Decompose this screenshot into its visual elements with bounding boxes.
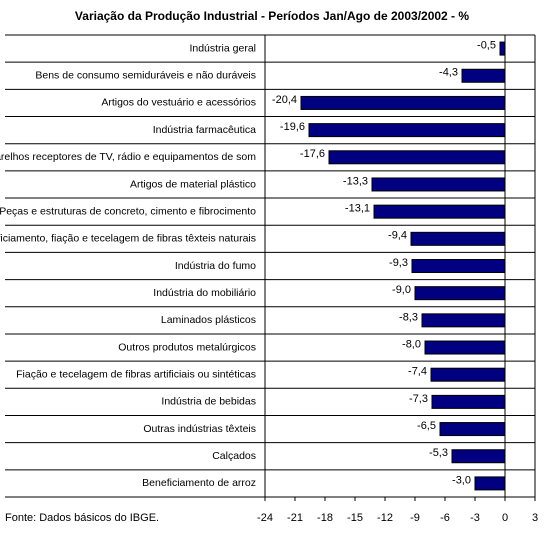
x-tick-label: -9 — [410, 512, 420, 524]
data-label: -9,3 — [389, 257, 408, 269]
data-label: -13,1 — [345, 203, 370, 215]
bar — [373, 204, 506, 219]
bar — [461, 68, 506, 83]
data-label: -6,5 — [417, 420, 436, 432]
bar — [410, 231, 506, 246]
bar — [371, 177, 506, 192]
source-note: Fonte: Dados básicos do IBGE. — [5, 512, 159, 524]
bar — [308, 123, 506, 138]
bar — [300, 95, 506, 110]
y-tick-label: Indústria geral — [189, 42, 256, 54]
x-tick-label: -15 — [347, 512, 363, 524]
data-label: -20,4 — [272, 94, 297, 106]
data-label: -4,3 — [439, 67, 458, 79]
data-label: -9,4 — [388, 230, 407, 242]
data-label: -17,6 — [300, 148, 325, 160]
bar — [474, 476, 506, 491]
y-tick-label: Laminados plásticos — [161, 314, 256, 326]
x-tick-label: -24 — [257, 512, 273, 524]
y-tick-label: Peças e estruturas de concreto, cimento … — [0, 205, 256, 217]
bar — [430, 367, 506, 382]
data-label: -8,3 — [399, 311, 418, 323]
x-tick-label: -18 — [317, 512, 333, 524]
x-tick-label: -12 — [377, 512, 393, 524]
x-tick-label: 0 — [502, 512, 508, 524]
bar — [414, 286, 506, 301]
y-tick-label: Aparelhos receptores de TV, rádio e equi… — [0, 151, 256, 163]
y-tick-label: Bens de consumo semiduráveis e não duráv… — [35, 70, 256, 82]
y-tick-label: Indústria do fumo — [175, 260, 256, 272]
y-tick-label: Indústria do mobiliário — [153, 287, 256, 299]
bar — [421, 313, 506, 328]
bar — [411, 259, 506, 273]
x-tick-label: 3 — [532, 512, 538, 524]
y-tick-label: Fiação e tecelagem de fibras artificiais… — [16, 368, 256, 380]
bar — [431, 394, 506, 409]
data-label: -0,5 — [477, 39, 496, 51]
data-label: -7,4 — [408, 366, 427, 378]
bar — [424, 340, 506, 355]
y-tick-label: Outros produtos metalúrgicos — [118, 341, 256, 353]
y-tick-label: Calçados — [212, 450, 256, 462]
y-tick-label: Artigos de material plástico — [130, 178, 256, 190]
y-tick-label: Beneficiamento de arroz — [142, 477, 256, 489]
y-tick-label: Outras indústrias têxteis — [143, 423, 256, 435]
data-label: -5,3 — [429, 447, 448, 459]
data-label: -3,0 — [452, 474, 471, 486]
bar — [499, 41, 506, 56]
y-tick-label: Indústria de bebidas — [161, 396, 256, 408]
data-label: -19,6 — [280, 121, 305, 133]
data-label: -8,0 — [402, 338, 421, 350]
y-tick-label: Beneficiamento, fiação e tecelagem de fi… — [0, 233, 256, 245]
bar — [451, 449, 506, 464]
data-label: -9,0 — [392, 284, 411, 296]
x-tick-label: -3 — [470, 512, 480, 524]
y-tick-label: Indústria farmacêutica — [153, 124, 256, 136]
x-tick-label: -21 — [287, 512, 303, 524]
bar — [328, 150, 506, 165]
chart-title: Variação da Produção Industrial - Períod… — [75, 9, 469, 23]
x-tick-label: -6 — [440, 512, 450, 524]
data-label: -7,3 — [409, 393, 428, 405]
y-tick-label: Artigos do vestuário e acessórios — [101, 97, 256, 109]
data-label: -13,3 — [343, 175, 368, 187]
bar — [439, 422, 506, 437]
